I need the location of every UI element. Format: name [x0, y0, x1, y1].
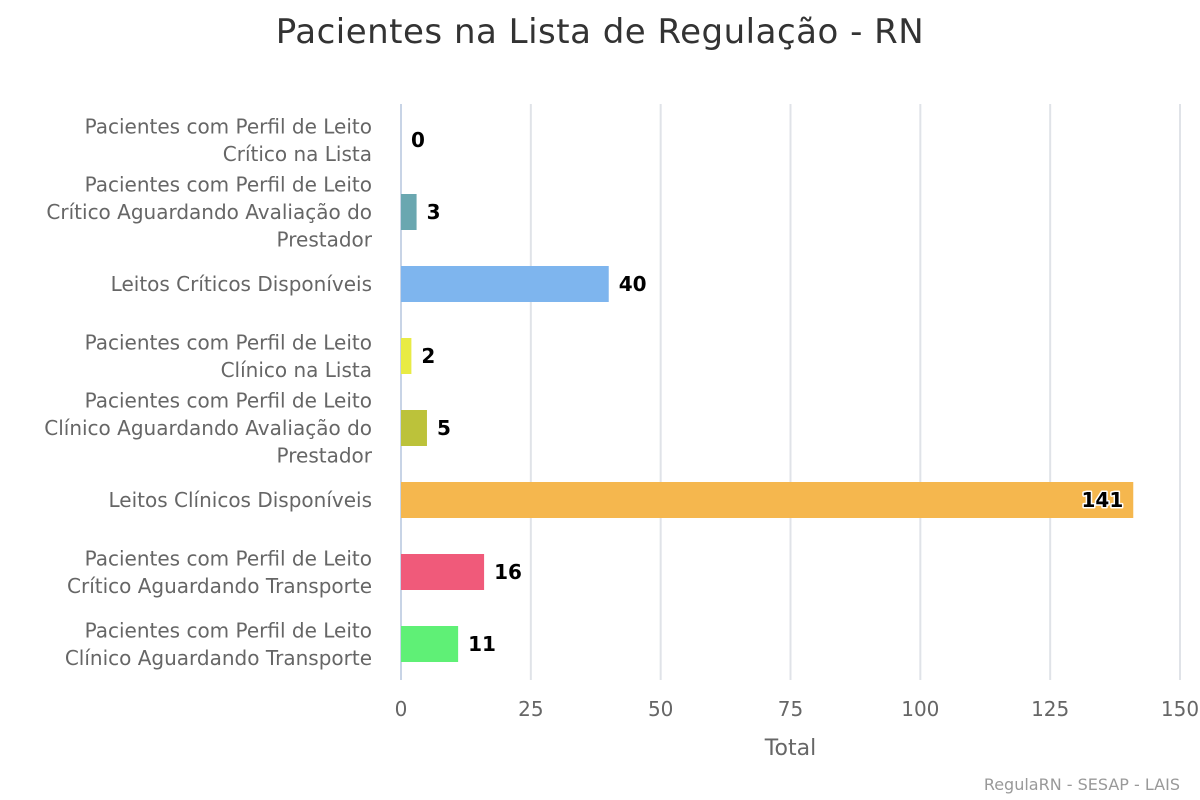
category-label-line: Pacientes com Perfil de Leito	[85, 173, 372, 197]
x-tick-label: 75	[778, 697, 803, 721]
bar[interactable]	[401, 338, 412, 374]
x-tick-label: 50	[648, 697, 673, 721]
category-label: Pacientes com Perfil de Leito Crítico Agu…	[46, 173, 372, 252]
category-label-line: Crítico Aguardando Avaliação do	[46, 200, 372, 224]
bar[interactable]	[401, 626, 459, 662]
bar[interactable]	[401, 266, 609, 302]
data-label: 2	[421, 344, 435, 368]
category-label: Leitos Críticos Disponíveis	[111, 272, 372, 296]
data-label: 5	[437, 416, 451, 440]
bar[interactable]	[401, 194, 417, 230]
credits[interactable]: RegulaRN - SESAP - LAIS	[983, 775, 1180, 794]
data-label: 0	[411, 128, 425, 152]
category-label-line: Leitos Clínicos Disponíveis	[109, 488, 373, 512]
x-tick-label: 0	[395, 697, 408, 721]
x-tick-label: 25	[518, 697, 543, 721]
chart-title: Pacientes na Lista de Regulação - RN	[275, 12, 925, 52]
category-label-line: Pacientes com Perfil de Leito	[85, 330, 372, 354]
category-label: Pacientes com Perfil de Leito Clínico Agu…	[44, 389, 373, 468]
data-label: 16	[494, 560, 522, 584]
data-label: 40	[619, 272, 647, 296]
category-label: Pacientes com Perfil de Leito Crítico Agu…	[67, 546, 372, 598]
category-label: Pacientes com Perfil de Leito Crítico na …	[85, 114, 372, 166]
category-label-line: Leitos Críticos Disponíveis	[111, 272, 372, 296]
category-label-line: Clínico Aguardando Avaliação do	[44, 416, 372, 440]
x-axis-title: Total	[764, 736, 816, 761]
category-label-line: Crítico Aguardando Transporte	[67, 574, 372, 598]
x-tick-label: 125	[1031, 697, 1069, 721]
bar[interactable]	[401, 482, 1134, 518]
category-label-line: Pacientes com Perfil de Leito	[85, 546, 372, 570]
category-label-line: Pacientes com Perfil de Leito	[85, 618, 372, 642]
x-tick-label: 150	[1161, 697, 1199, 721]
category-label-line: Clínico na Lista	[221, 358, 372, 382]
category-label-line: Prestador	[277, 444, 373, 468]
data-label: 141	[1082, 488, 1124, 512]
category-label-line: Prestador	[277, 228, 373, 252]
bar[interactable]	[401, 410, 427, 446]
category-label: Pacientes com Perfil de Leito Clínico na …	[85, 330, 372, 382]
category-label-line: Pacientes com Perfil de Leito	[85, 114, 372, 138]
data-label: 3	[427, 200, 441, 224]
category-label: Leitos Clínicos Disponíveis	[109, 488, 373, 512]
x-tick-label: 100	[901, 697, 939, 721]
category-label-line: Crítico na Lista	[223, 142, 372, 166]
bar[interactable]	[401, 554, 485, 590]
category-label: Pacientes com Perfil de Leito Clínico Agu…	[65, 618, 372, 670]
category-label-line: Pacientes com Perfil de Leito	[85, 389, 372, 413]
data-label: 11	[468, 632, 496, 656]
category-label-line: Clínico Aguardando Transporte	[65, 646, 372, 670]
